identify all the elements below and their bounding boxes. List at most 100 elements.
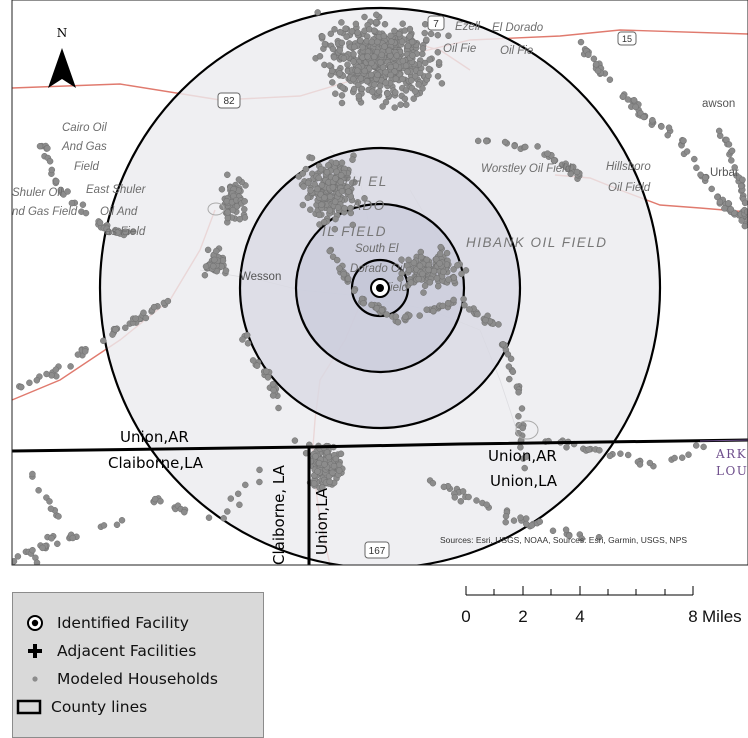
household-dot (450, 266, 457, 273)
household-dot (341, 204, 348, 212)
household-dot (461, 301, 468, 309)
household-dot (443, 249, 451, 257)
household-dot (404, 42, 412, 50)
modeled-households (12, 9, 748, 590)
legend-label-identified-facility: Identified Facility (57, 614, 189, 632)
household-dot (378, 51, 385, 59)
household-dot (504, 351, 512, 358)
household-dot (264, 374, 272, 381)
household-dot (307, 206, 314, 213)
household-dot (352, 20, 360, 28)
legend-label-modeled-households: Modeled Households (57, 670, 218, 688)
household-dot (349, 179, 356, 187)
household-dot (563, 444, 570, 451)
household-dot (219, 203, 226, 211)
household-dot (408, 77, 415, 84)
household-dot (406, 33, 413, 40)
household-dot (606, 76, 614, 83)
household-dot (269, 380, 277, 388)
household-dot (331, 225, 339, 233)
household-dot (304, 179, 312, 187)
household-dot (473, 497, 480, 504)
place-lawson: awson (702, 98, 735, 110)
household-dot (338, 39, 346, 47)
household-dot (624, 451, 632, 459)
household-dot (350, 50, 357, 58)
household-dot (20, 584, 26, 590)
household-dot (440, 268, 447, 276)
household-dot (368, 301, 375, 309)
household-dot (256, 466, 263, 474)
plus-icon (13, 643, 57, 659)
county-lines (12, 438, 748, 565)
household-dot (332, 90, 339, 97)
household-dot (384, 90, 391, 97)
household-dot (745, 216, 748, 223)
household-dot (402, 62, 410, 69)
place-hillsboro-2: Oil Field (608, 182, 651, 194)
household-dot (388, 38, 395, 45)
household-dot (562, 526, 570, 533)
household-dot (728, 157, 735, 164)
household-dot (700, 443, 707, 451)
place-east-shuler: East Shuler (86, 184, 147, 196)
household-dot (375, 88, 383, 95)
household-dot (344, 275, 352, 282)
household-dot (562, 163, 569, 171)
household-dot (454, 262, 461, 269)
household-dot (269, 392, 277, 399)
county-label-union-la-right: Union,LA (490, 472, 558, 490)
household-dot (360, 299, 367, 307)
household-dot (114, 229, 121, 236)
household-dot (335, 467, 343, 474)
household-dot (331, 198, 339, 205)
household-dot (450, 274, 458, 281)
household-dot (407, 279, 415, 286)
household-dot (430, 267, 438, 275)
household-dot (398, 256, 405, 263)
household-dot (46, 158, 54, 165)
county-label-union-ar-right: Union,AR (488, 447, 557, 465)
place-il-field: IL FIELD (322, 224, 387, 239)
household-dot (592, 61, 600, 68)
county-label-claiborne-vertical: Claiborne, LA (270, 464, 288, 565)
county-label-union-ar-left: Union,AR (120, 428, 189, 446)
household-dot (458, 270, 465, 278)
household-dot (630, 96, 638, 104)
household-dot (336, 47, 344, 54)
household-dot (437, 243, 444, 251)
household-dot-icon (13, 674, 57, 684)
household-dot (725, 200, 732, 207)
household-dot (738, 217, 745, 224)
household-dot (204, 246, 212, 254)
household-dot (502, 518, 509, 526)
household-dot (316, 53, 324, 60)
household-dot (336, 70, 343, 77)
household-dot (367, 71, 375, 79)
household-dot (236, 501, 243, 509)
place-hillsboro-1: Hillsboro (606, 161, 651, 173)
household-dot (517, 514, 524, 521)
map-frame (11, 0, 748, 566)
household-dot (328, 67, 336, 75)
household-dot (499, 340, 507, 348)
household-dot (412, 88, 419, 95)
household-dot (325, 453, 333, 461)
household-dot (399, 75, 406, 83)
household-dot (224, 171, 231, 179)
household-dot (518, 405, 526, 412)
household-dot (427, 30, 435, 38)
household-dot (509, 368, 517, 376)
household-dot (241, 206, 248, 213)
household-dot (331, 26, 338, 33)
household-dot (408, 38, 416, 46)
household-dot (474, 137, 482, 145)
household-dot (25, 578, 31, 584)
household-dot (665, 124, 673, 131)
household-dot (419, 50, 426, 58)
household-dot (339, 84, 347, 91)
household-dot (398, 38, 406, 45)
identified-facility-icon (13, 614, 57, 632)
household-dot (381, 20, 389, 28)
household-dot (392, 313, 400, 320)
